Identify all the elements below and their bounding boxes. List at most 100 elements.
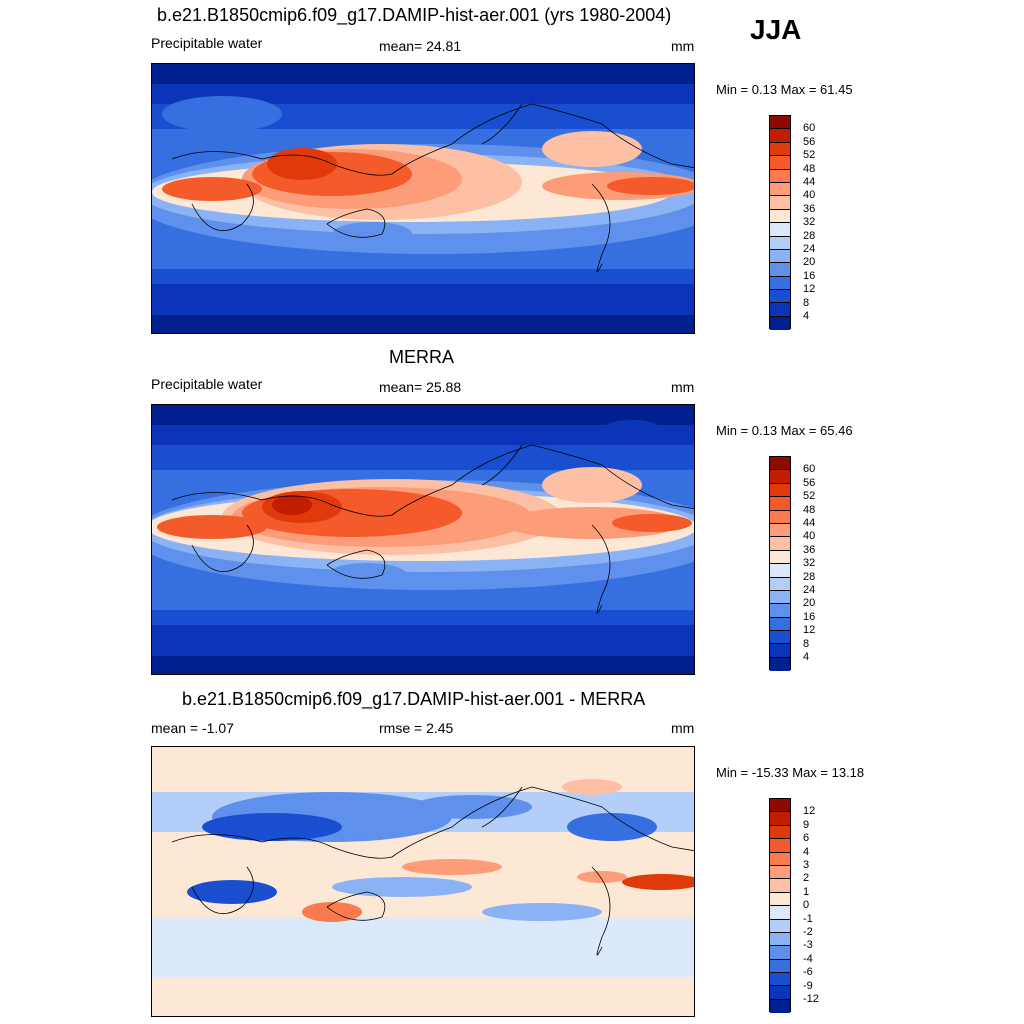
colorbar-swatch [770,644,790,658]
panel-2-variable-label: Precipitable water [151,376,263,392]
colorbar-tick-label: 4 [803,651,810,663]
panel-1-map [151,63,695,334]
colorbar-swatch [770,879,790,893]
colorbar-swatch [770,906,790,920]
colorbar-swatch [770,631,790,645]
colorbar-swatch [770,276,790,291]
panel-1-map-svg [152,64,694,333]
colorbar-tick-label: 12 [803,283,816,296]
panel-1-title: b.e21.B1850cmip6.f09_g17.DAMIP-hist-aer.… [157,5,672,25]
colorbar-tick-label: 16 [803,269,816,282]
colorbar-swatch [770,537,790,551]
colorbar-swatch [770,182,790,197]
colorbar-tick-label: 36 [803,543,816,556]
colorbar-tick-label: -2 [803,926,813,938]
colorbar-swatch [770,999,790,1014]
colorbar-tick-label: 1 [803,885,810,898]
colorbar-swatch [770,799,790,813]
colorbar-swatch [770,236,790,250]
colorbar-tick-label: -3 [803,939,813,952]
panel-3-colorbar [769,798,791,1014]
colorbar-tick-label: 48 [803,162,816,175]
colorbar-tick-label: 20 [803,256,816,269]
colorbar-tick-label: 44 [803,517,816,529]
colorbar-swatch [770,946,790,960]
colorbar-swatch [770,617,790,632]
colorbar-tick-label: 16 [803,610,816,623]
colorbar-swatch [770,249,790,264]
panel-2-title: MERRA [389,347,455,367]
colorbar-swatch [770,865,790,880]
colorbar-tick-label: 32 [803,216,816,229]
colorbar-swatch [770,263,790,277]
colorbar-swatch [770,290,790,304]
colorbar-swatch [770,209,790,224]
colorbar-tick-label: 48 [803,503,816,516]
colorbar-tick-label: 3 [803,859,810,871]
colorbar-swatch [770,510,790,524]
colorbar-tick-label: 20 [803,597,816,610]
panel-3-map [151,746,695,1017]
colorbar-tick-label: 32 [803,557,816,570]
colorbar-swatch [770,590,790,605]
colorbar-tick-label: 0 [803,899,810,912]
colorbar-tick-label: 56 [803,476,816,489]
colorbar-swatch [770,497,790,511]
panel-1-minmax: Min = 0.13 Max = 61.45 [716,82,853,97]
colorbar-tick-label: 6 [803,832,810,845]
panel-1-variable-label: Precipitable water [151,35,263,51]
colorbar-swatch [770,825,790,840]
panel-1-colorbar [769,115,791,331]
colorbar-swatch [770,223,790,237]
colorbar-swatch [770,932,790,947]
panel-3-minmax: Min = -15.33 Max = 13.18 [716,765,865,780]
colorbar-tick-label: 24 [803,243,816,255]
panel-2-map [151,404,695,675]
colorbar-swatch [770,577,790,591]
colorbar-tick-label: 4 [803,845,810,858]
colorbar-swatch [770,142,790,157]
panel-1-units-label: mm [671,38,695,54]
colorbar-tick-label: 8 [803,637,810,650]
panel-2-colorbar [769,456,791,672]
colorbar-swatch [770,973,790,987]
colorbar-tick-label: 28 [803,229,816,242]
colorbar-swatch [770,457,790,471]
colorbar-swatch [770,303,790,317]
colorbar-tick-label: 44 [803,176,816,188]
colorbar-tick-label: 4 [803,310,810,322]
panel-3-map-svg [152,747,694,1016]
colorbar-swatch [770,959,790,974]
colorbar-swatch [770,852,790,866]
colorbar-tick-label: 12 [803,624,816,637]
colorbar-swatch [770,892,790,907]
panel-3-title: b.e21.B1850cmip6.f09_g17.DAMIP-hist-aer.… [182,689,646,709]
colorbar-tick-label: 40 [803,189,816,202]
colorbar-tick-label: -6 [803,966,813,979]
panel-3-rmse-label: rmse = 2.45 [379,720,454,736]
colorbar-tick-label: 28 [803,570,816,583]
panel-1-mean-label: mean= 24.81 [379,38,462,54]
colorbar-swatch [770,550,790,565]
colorbar-tick-label: 60 [803,122,816,135]
colorbar-swatch [770,470,790,484]
colorbar-swatch [770,196,790,210]
colorbar-tick-label: -12 [803,993,819,1005]
colorbar-tick-label: 24 [803,584,816,596]
colorbar-swatch [770,523,790,538]
season-label: JJA [750,14,802,45]
colorbar-swatch [770,483,790,498]
colorbar-swatch [770,116,790,130]
colorbar-tick-label: 40 [803,530,816,543]
panel-2-map-svg [152,405,694,674]
colorbar-swatch [770,919,790,933]
colorbar-tick-label: 36 [803,202,816,215]
panel-2-units-label: mm [671,379,695,395]
colorbar-swatch [770,169,790,183]
colorbar-swatch [770,604,790,618]
colorbar-tick-label: 56 [803,135,816,148]
panel-3-units-label: mm [671,720,695,736]
colorbar-swatch [770,129,790,143]
colorbar-tick-label: 60 [803,463,816,476]
colorbar-tick-label: -9 [803,979,813,992]
